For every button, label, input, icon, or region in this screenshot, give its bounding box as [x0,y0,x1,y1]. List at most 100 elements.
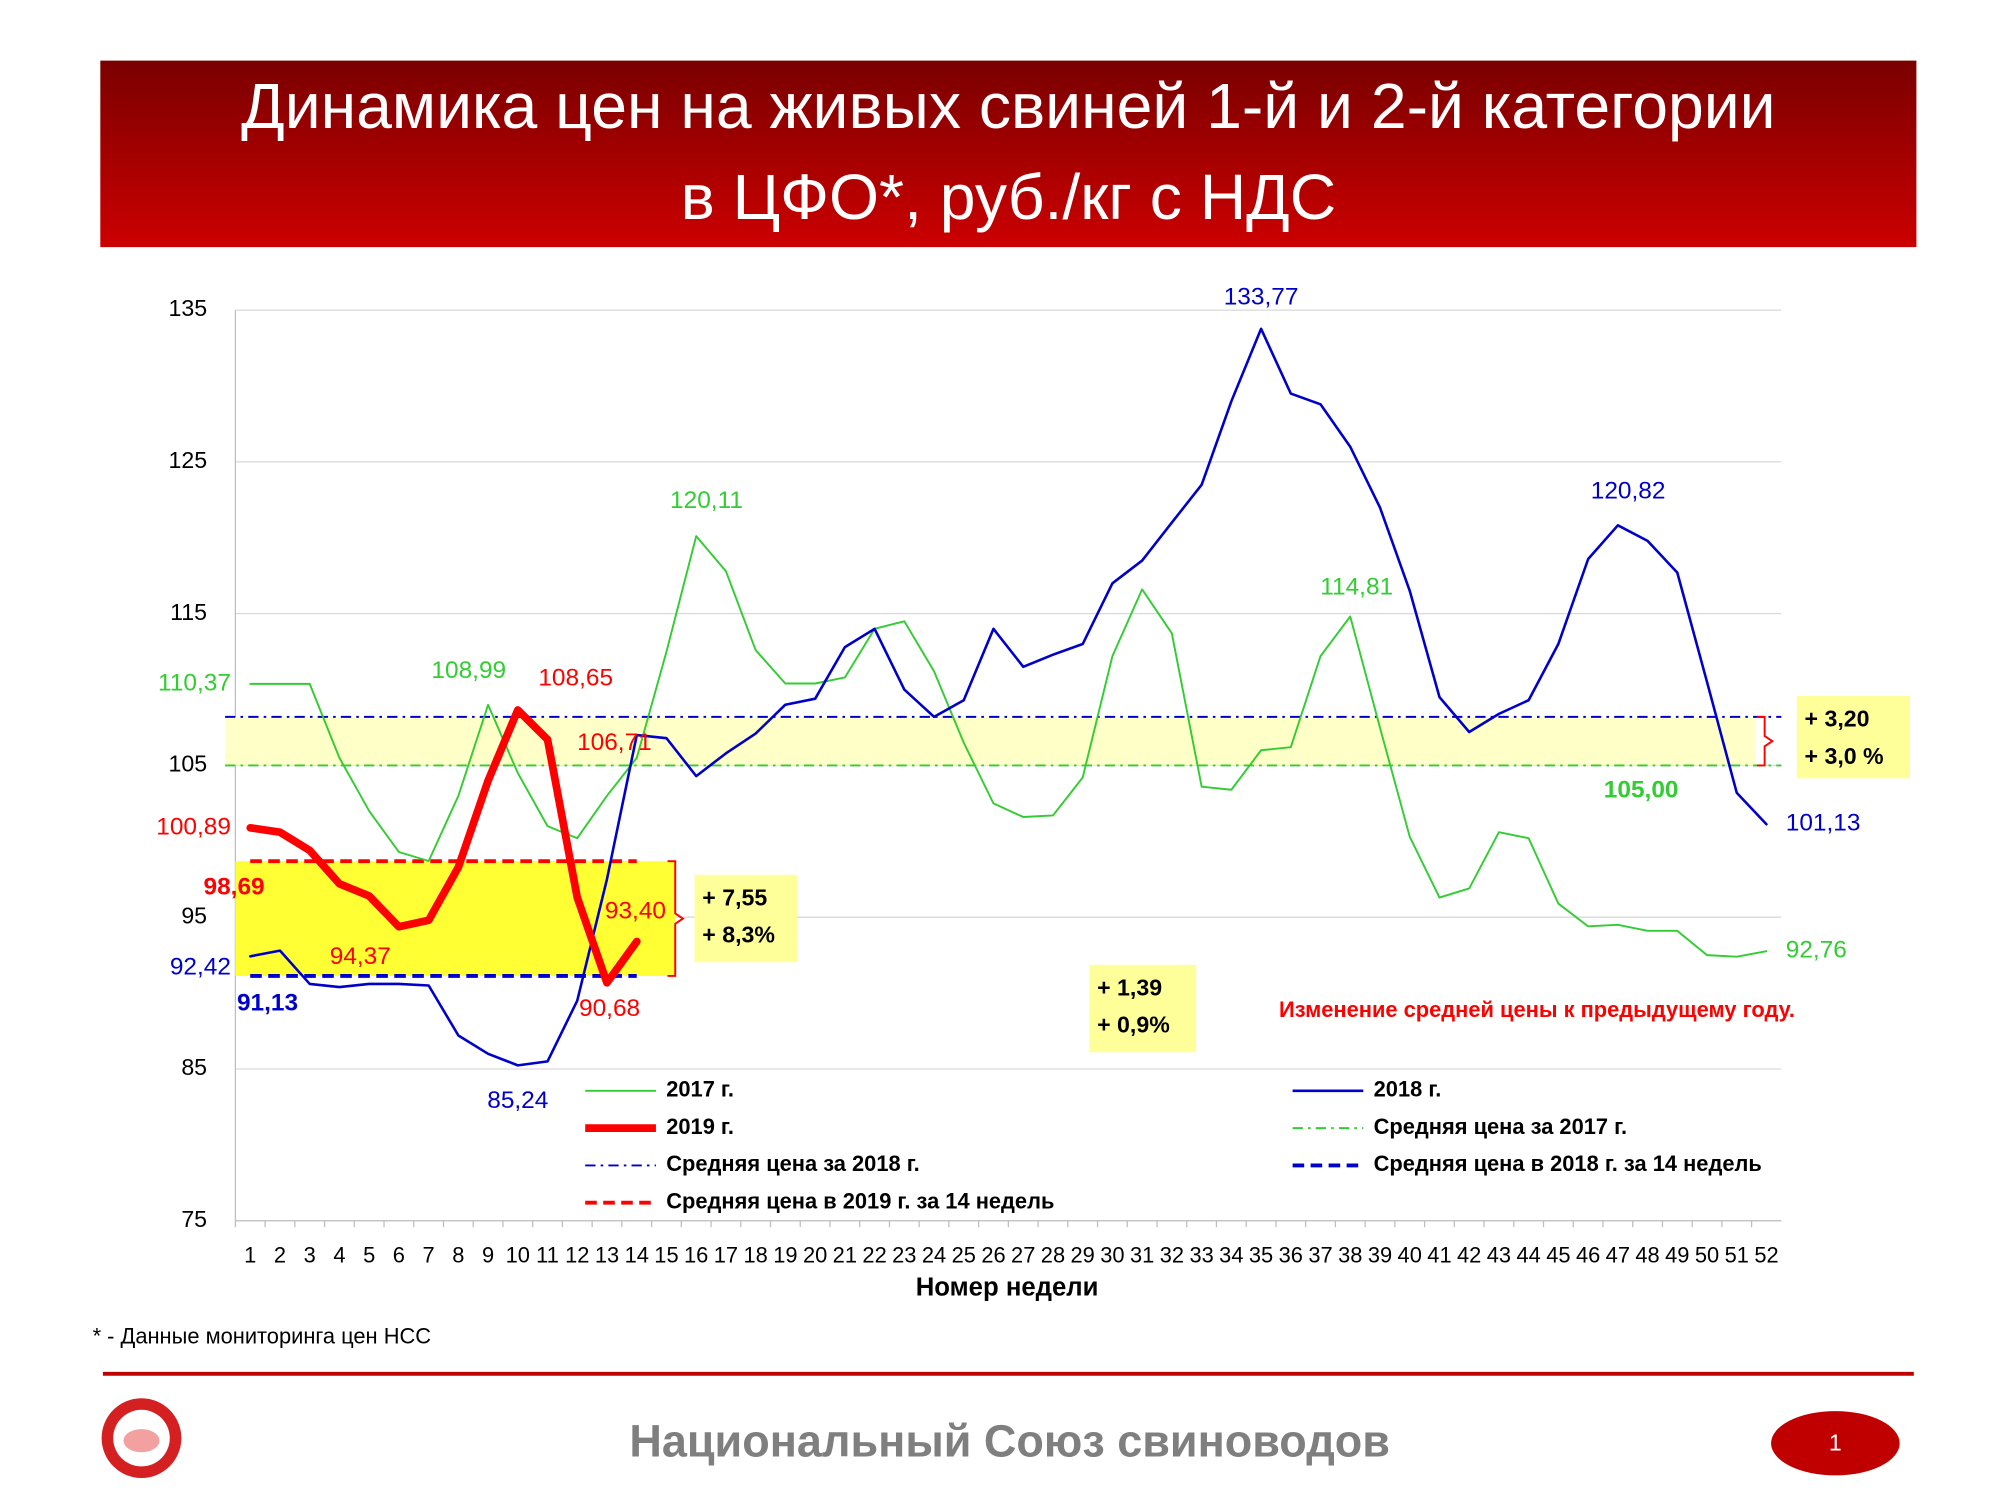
data-label: 93,40 [605,897,666,924]
x-tick-label: 29 [1071,1243,1095,1268]
reference-label: 91,13 [237,990,298,1017]
x-tick-label: 33 [1189,1243,1213,1268]
x-tick-label: 14 [625,1243,649,1268]
y-tick-label: 125 [168,447,207,473]
data-label: 120,11 [670,487,743,514]
diff-band [225,716,1756,766]
legend-label: 2019 г. [666,1114,734,1139]
x-tick-label: 6 [393,1243,405,1268]
x-tick-label: 46 [1576,1243,1600,1268]
x-tick-label: 3 [304,1243,316,1268]
x-tick-label: 35 [1249,1243,1273,1268]
annotation-box [694,874,798,963]
x-tick-label: 28 [1041,1243,1065,1268]
x-tick-label: 39 [1368,1243,1392,1268]
x-tick-label: 8 [452,1243,464,1268]
x-tick-label: 13 [595,1243,619,1268]
x-tick-label: 11 [536,1243,559,1268]
data-label: 108,65 [538,665,613,692]
x-axis-label: Номер недели [916,1274,1099,1302]
chart-title: Динамика цен на живых свиней 1-й и 2-й к… [241,70,1775,142]
x-tick-label: 52 [1754,1243,1778,1268]
chart-title: в ЦФО*, руб./кг с НДС [681,161,1337,233]
x-tick-label: 21 [833,1243,857,1268]
brace [667,860,685,977]
x-tick-label: 34 [1219,1243,1243,1268]
x-tick-label: 9 [482,1243,494,1268]
x-tick-label: 49 [1665,1243,1689,1268]
x-tick-label: 12 [565,1243,589,1268]
x-tick-label: 43 [1487,1243,1511,1268]
x-tick-label: 2 [274,1243,286,1268]
data-label: 85,24 [487,1087,548,1114]
series-line [249,327,1768,1067]
x-tick-label: 23 [892,1243,916,1268]
x-tick-label: 19 [773,1243,797,1268]
title-banner [100,60,1917,248]
annotation-text: + 3,20 [1805,706,1870,732]
x-tick-label: 42 [1457,1243,1481,1268]
y-tick-label: 85 [181,1054,207,1080]
x-tick-label: 27 [1011,1243,1035,1268]
x-tick-label: 32 [1160,1243,1184,1268]
y-tick-label: 115 [170,599,207,625]
data-label: 100,89 [156,813,231,840]
x-tick-label: 36 [1279,1243,1303,1268]
x-tick-label: 50 [1695,1243,1719,1268]
annotation-box [1796,695,1910,779]
reference-label: 98,69 [204,874,265,901]
data-label: 114,81 [1320,574,1393,601]
data-label: 90,68 [579,995,640,1022]
legend-label: Средняя цена за 2018 г. [666,1151,920,1176]
x-tick-label: 30 [1100,1243,1124,1268]
page-number: 1 [1829,1430,1842,1456]
x-tick-label: 24 [922,1243,946,1268]
x-tick-label: 26 [981,1243,1005,1268]
data-label: 110,37 [158,669,231,696]
data-label: 120,82 [1591,477,1666,504]
data-label: 92,42 [170,953,231,980]
x-tick-label: 31 [1130,1243,1154,1268]
brace [1756,715,1775,767]
legend-label: Средняя цена в 2019 г. за 14 недель [666,1189,1054,1214]
x-tick-label: 25 [952,1243,976,1268]
data-label: 108,99 [431,657,506,684]
footer-title: Национальный Союз свиноводов [629,1415,1390,1466]
note: Изменение средней цены к предыдущему год… [1279,997,1795,1022]
data-label: 106,71 [577,729,652,756]
data-label: 94,37 [330,943,391,970]
legend-label: Средняя цена за 2017 г. [1374,1114,1628,1139]
footnote: * - Данные мониторинга цен НСС [93,1324,431,1349]
x-tick-label: 40 [1398,1243,1422,1268]
x-tick-label: 37 [1308,1243,1332,1268]
series-line [246,706,641,987]
annotation-text: + 0,9% [1097,1012,1170,1038]
x-tick-label: 1 [244,1243,256,1268]
y-tick-label: 95 [181,902,207,928]
annotation-text: + 7,55 [702,884,767,910]
legend-label: 2018 г. [1374,1077,1442,1102]
x-tick-label: 10 [506,1243,530,1268]
x-tick-label: 38 [1338,1243,1362,1268]
x-tick-label: 47 [1606,1243,1630,1268]
x-tick-label: 48 [1635,1243,1659,1268]
x-tick-label: 18 [743,1243,767,1268]
annotation-text: + 1,39 [1097,974,1162,1000]
y-tick-label: 135 [168,295,207,321]
reference-label: 105,00 [1604,777,1679,804]
data-label: 101,13 [1786,810,1861,837]
y-tick-label: 105 [168,751,207,777]
x-tick-label: 41 [1427,1243,1451,1268]
data-label: 92,76 [1786,937,1847,964]
legend-label: Средняя цена в 2018 г. за 14 недель [1374,1151,1762,1176]
x-tick-label: 22 [862,1243,886,1268]
annotation-box [1089,964,1197,1053]
x-tick-label: 15 [654,1243,678,1268]
x-tick-label: 5 [363,1243,375,1268]
x-tick-label: 45 [1546,1243,1570,1268]
x-tick-label: 17 [714,1243,738,1268]
y-tick-label: 75 [181,1206,207,1232]
annotation-text: + 8,3% [702,922,775,948]
